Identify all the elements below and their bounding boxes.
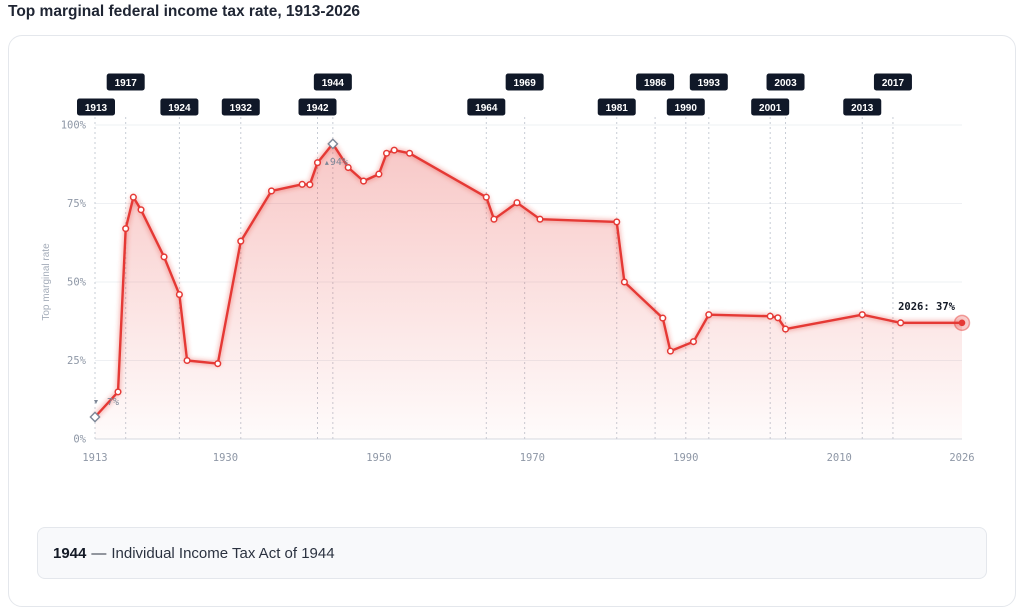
event-badge-label: 1981 xyxy=(606,103,629,114)
data-point xyxy=(390,146,398,154)
y-tick-label: 100% xyxy=(61,120,87,132)
y-tick-label: 50% xyxy=(67,277,87,289)
extreme-label: 94% xyxy=(330,157,348,168)
x-tick-label: 1930 xyxy=(213,452,238,464)
page-title: Top marginal federal income tax rate, 19… xyxy=(8,3,361,20)
extreme-label: 7% xyxy=(107,397,119,408)
data-point xyxy=(214,360,222,368)
event-badge-1942 xyxy=(298,98,337,116)
data-point xyxy=(267,187,276,195)
data-point xyxy=(375,170,383,178)
data-point xyxy=(137,206,145,214)
caption-separator: — xyxy=(91,544,107,562)
data-point xyxy=(122,225,130,233)
data-point xyxy=(858,311,866,319)
area-fill xyxy=(95,143,962,440)
event-badge-2017 xyxy=(873,73,912,91)
x-tick-label: 1950 xyxy=(366,452,391,464)
event-badge-label: 1969 xyxy=(514,78,537,89)
data-point xyxy=(897,319,905,327)
y-tick-label: 25% xyxy=(67,355,87,367)
extreme-arrow-icon xyxy=(324,160,329,165)
data-point xyxy=(298,180,306,188)
x-tick-label: 1990 xyxy=(673,452,698,464)
x-tick-label: 1970 xyxy=(520,452,545,464)
x-tick-label: 1913 xyxy=(82,452,107,464)
data-point xyxy=(406,149,414,157)
event-badge-label: 2003 xyxy=(774,78,797,89)
event-badge-label: 1932 xyxy=(230,103,253,114)
data-point xyxy=(344,163,352,172)
event-badge-label: 1990 xyxy=(675,103,698,114)
event-badge-label: 1944 xyxy=(322,78,345,89)
data-point xyxy=(705,311,713,319)
end-point xyxy=(958,319,966,327)
event-badge-2003 xyxy=(766,73,805,91)
data-point xyxy=(359,177,368,185)
event-badge-1986 xyxy=(636,73,675,91)
data-point xyxy=(313,159,322,167)
event-badge-label: 1942 xyxy=(306,103,329,114)
data-point xyxy=(175,291,183,299)
event-badge-label: 1986 xyxy=(644,78,667,89)
event-badge-2013 xyxy=(843,98,882,116)
extreme-marker xyxy=(89,411,101,423)
data-point xyxy=(183,356,191,365)
event-badge-1924 xyxy=(160,98,199,116)
event-caption: 1944 — Individual Income Tax Act of 1944 xyxy=(37,527,987,579)
extreme-arrow-icon xyxy=(94,400,98,405)
event-badge-1993 xyxy=(689,73,728,91)
data-point xyxy=(482,193,490,201)
event-badge-label: 1917 xyxy=(115,78,138,89)
data-point xyxy=(383,149,391,157)
event-badge-1964 xyxy=(467,98,506,116)
event-badge-1917 xyxy=(106,73,145,91)
caption-year: 1944 xyxy=(53,544,87,562)
data-point xyxy=(666,347,674,355)
data-point xyxy=(160,253,168,261)
event-badge-2001 xyxy=(751,98,790,116)
event-badge-label: 1913 xyxy=(85,103,108,114)
data-point xyxy=(237,237,245,245)
event-badge-1969 xyxy=(505,73,544,91)
event-badge-label: 1993 xyxy=(698,78,721,89)
caption-text: Individual Income Tax Act of 1944 xyxy=(111,544,335,562)
y-axis-title: Top marginal rate xyxy=(41,243,52,321)
data-point xyxy=(114,388,122,396)
data-point xyxy=(129,193,137,201)
y-tick-label: 75% xyxy=(67,198,87,210)
event-badge-1990 xyxy=(666,98,705,116)
event-badge-label: 1964 xyxy=(475,103,498,114)
data-point xyxy=(774,314,782,322)
data-point xyxy=(306,181,314,189)
end-label: 2026: 37% xyxy=(898,301,956,313)
data-point xyxy=(613,218,621,226)
y-tick-label: 0% xyxy=(73,434,86,446)
event-badge-label: 1924 xyxy=(168,103,191,114)
x-tick-label: 2026 xyxy=(949,452,974,464)
event-badge-1944 xyxy=(313,73,352,91)
event-badge-1932 xyxy=(221,98,260,116)
event-badge-label: 2013 xyxy=(851,103,874,114)
data-point xyxy=(766,312,774,320)
data-point xyxy=(659,314,667,322)
event-badge-label: 2017 xyxy=(882,78,905,89)
data-point xyxy=(781,325,790,333)
x-tick-label: 2010 xyxy=(827,452,852,464)
data-point xyxy=(689,338,698,346)
data-point xyxy=(490,215,498,223)
data-point xyxy=(620,278,628,286)
data-point xyxy=(536,215,544,223)
event-badge-label: 2001 xyxy=(759,103,782,114)
extreme-marker xyxy=(327,138,339,150)
event-badge-1981 xyxy=(597,98,636,116)
data-point xyxy=(513,199,521,207)
event-badge-1913 xyxy=(77,98,115,116)
